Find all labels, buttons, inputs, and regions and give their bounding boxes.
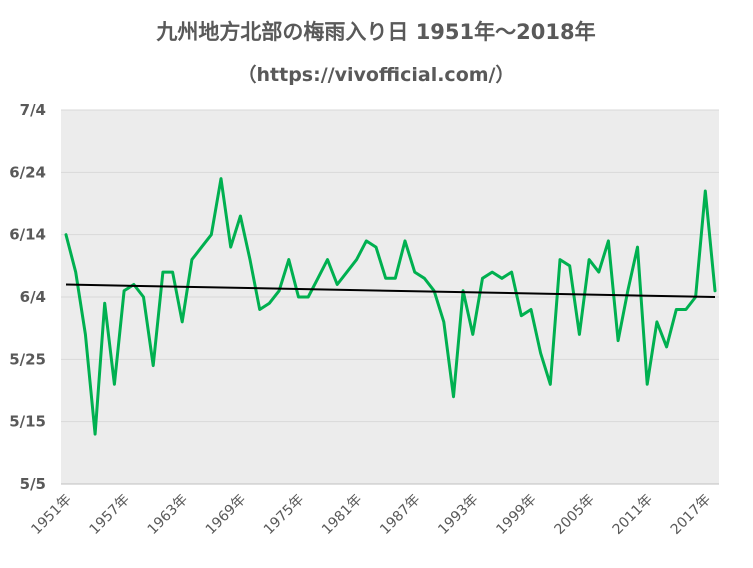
data-point bbox=[74, 270, 78, 274]
data-point bbox=[384, 276, 388, 280]
data-point bbox=[655, 320, 659, 324]
data-point bbox=[587, 258, 591, 262]
data-point bbox=[306, 295, 310, 299]
data-point bbox=[568, 264, 572, 268]
data-point bbox=[229, 245, 233, 249]
data-point bbox=[180, 320, 184, 324]
data-point bbox=[490, 270, 494, 274]
data-point bbox=[500, 276, 504, 280]
y-tick-label: 5/25 bbox=[9, 350, 46, 368]
data-point bbox=[335, 283, 339, 287]
data-point bbox=[248, 258, 252, 262]
data-point bbox=[471, 332, 475, 336]
data-point bbox=[364, 239, 368, 243]
data-point bbox=[93, 432, 97, 436]
data-point bbox=[626, 289, 630, 293]
data-point bbox=[597, 270, 601, 274]
data-point bbox=[238, 214, 242, 218]
gridlines bbox=[61, 109, 719, 423]
data-point bbox=[393, 276, 397, 280]
data-point bbox=[577, 332, 581, 336]
data-point bbox=[190, 258, 194, 262]
data-point bbox=[326, 258, 330, 262]
data-point bbox=[161, 270, 165, 274]
series-line bbox=[64, 177, 717, 436]
data-point bbox=[529, 307, 533, 311]
data-point bbox=[403, 239, 407, 243]
data-point bbox=[451, 395, 455, 399]
y-tick-label: 6/14 bbox=[9, 226, 46, 244]
data-point bbox=[674, 307, 678, 311]
trendline bbox=[65, 283, 716, 298]
data-point bbox=[141, 295, 145, 299]
data-point bbox=[151, 364, 155, 368]
data-point bbox=[316, 276, 320, 280]
data-point bbox=[122, 289, 126, 293]
data-point bbox=[219, 177, 223, 181]
data-point bbox=[645, 382, 649, 386]
data-point bbox=[209, 233, 213, 237]
data-point bbox=[374, 245, 378, 249]
y-axis: 7/4 6/24 6/14 6/4 5/25 5/15 5/5 bbox=[9, 101, 719, 493]
y-tick-label: 6/4 bbox=[20, 288, 46, 306]
data-point bbox=[355, 258, 359, 262]
data-point bbox=[481, 276, 485, 280]
data-point bbox=[83, 332, 87, 336]
y-tick-label: 6/24 bbox=[9, 163, 46, 181]
data-point bbox=[171, 270, 175, 274]
data-point bbox=[112, 382, 116, 386]
y-tick-label: 5/15 bbox=[9, 413, 46, 431]
y-tick-label: 5/5 bbox=[20, 475, 46, 493]
data-point bbox=[713, 289, 717, 293]
y-tick-label: 7/4 bbox=[20, 101, 46, 119]
data-point bbox=[287, 258, 291, 262]
data-point bbox=[548, 382, 552, 386]
data-point bbox=[703, 189, 707, 193]
data-point bbox=[665, 345, 669, 349]
data-point bbox=[296, 295, 300, 299]
data-point bbox=[267, 301, 271, 305]
data-point bbox=[442, 320, 446, 324]
data-point bbox=[510, 270, 514, 274]
data-point bbox=[558, 258, 562, 262]
chart-subtitle: （https://vivofficial.com/） bbox=[238, 63, 515, 86]
data-point bbox=[606, 239, 610, 243]
chart-title: 九州地方北部の梅雨入り日 1951年〜2018年 bbox=[155, 20, 595, 44]
data-point bbox=[103, 301, 107, 305]
series-layer bbox=[64, 177, 717, 436]
data-point bbox=[422, 276, 426, 280]
data-point bbox=[519, 314, 523, 318]
data-point bbox=[636, 245, 640, 249]
data-point bbox=[539, 351, 543, 355]
data-point bbox=[345, 270, 349, 274]
data-point bbox=[200, 245, 204, 249]
data-point bbox=[616, 339, 620, 343]
data-point bbox=[684, 307, 688, 311]
data-point bbox=[64, 233, 68, 237]
data-point bbox=[413, 270, 417, 274]
data-point bbox=[258, 307, 262, 311]
